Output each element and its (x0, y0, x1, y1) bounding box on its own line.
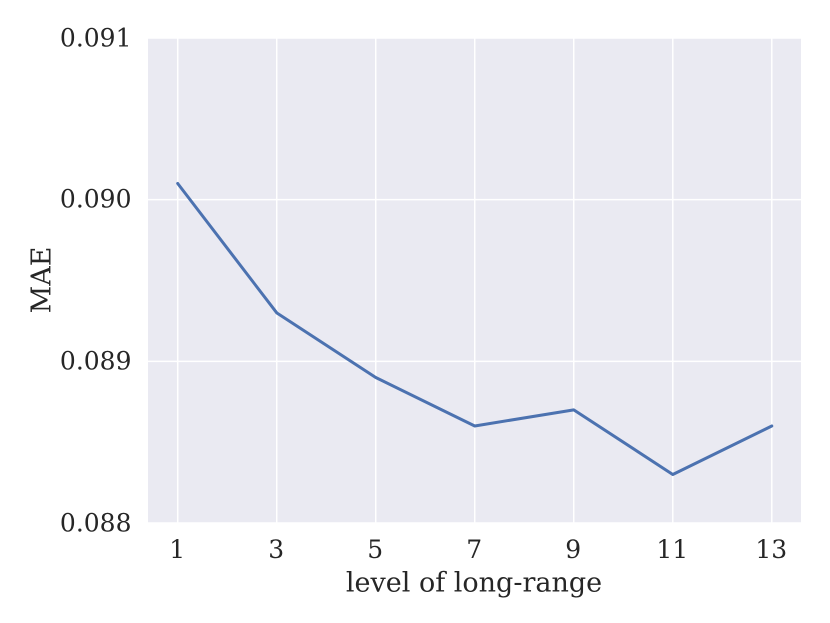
y-tick-label: 0.089 (59, 346, 132, 376)
y-tick-label: 0.090 (59, 184, 132, 214)
data-line (175, 181, 773, 476)
x-tick-label: 9 (565, 534, 582, 564)
y-axis-label: MAE (26, 246, 58, 314)
x-tick-label: 11 (656, 534, 689, 564)
x-tick-label: 1 (169, 534, 186, 564)
x-tick-label: 5 (367, 534, 384, 564)
x-tick-label: 13 (755, 534, 788, 564)
y-tick-label: 0.088 (59, 508, 132, 537)
plot-area (147, 37, 801, 523)
x-tick-label: 3 (268, 534, 285, 564)
x-axis-label: level of long-range (345, 567, 603, 599)
y-tick-label: 0.091 (59, 23, 132, 52)
x-tick-label: 7 (466, 534, 483, 564)
